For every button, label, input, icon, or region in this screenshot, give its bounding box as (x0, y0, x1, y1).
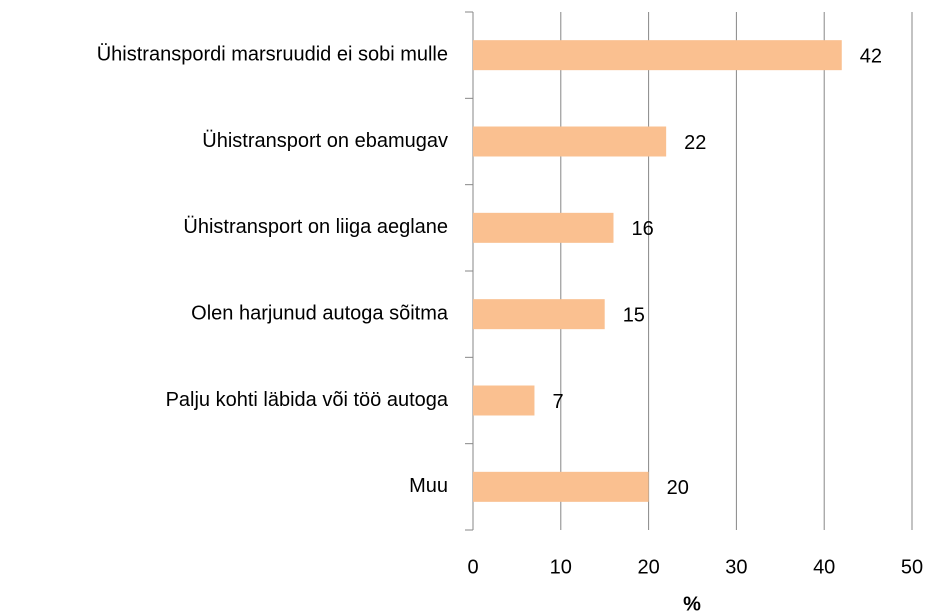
x-axis-label: % (683, 593, 701, 615)
data-label: 7 (552, 391, 563, 413)
y-tick-label: Ühistransport on ebamugav (202, 130, 448, 152)
y-tick-label: Ühistransport on liiga aeglane (183, 216, 448, 238)
x-tick-label: 20 (637, 556, 659, 578)
bar (473, 471, 649, 502)
bar (473, 385, 535, 416)
y-tick-label: Muu (409, 475, 448, 497)
x-tick-label: 50 (901, 556, 923, 578)
bar (473, 299, 605, 330)
x-tick-label: 10 (550, 556, 572, 578)
x-tick-label: 0 (467, 556, 478, 578)
data-label: 42 (860, 45, 882, 67)
data-label: 15 (623, 304, 645, 326)
bar (473, 212, 614, 243)
data-label: 20 (667, 477, 689, 499)
y-tick-label: Olen harjunud autoga sõitma (191, 302, 449, 324)
x-tick-label: 40 (813, 556, 835, 578)
x-tick-label: 30 (725, 556, 747, 578)
bar (473, 40, 842, 71)
data-label: 22 (684, 132, 706, 154)
data-label: 16 (631, 218, 653, 240)
y-tick-label: Ühistranspordi marsruudid ei sobi mulle (97, 43, 448, 65)
y-tick-label: Palju kohti läbida või töö autoga (166, 389, 449, 411)
bar (473, 126, 667, 157)
